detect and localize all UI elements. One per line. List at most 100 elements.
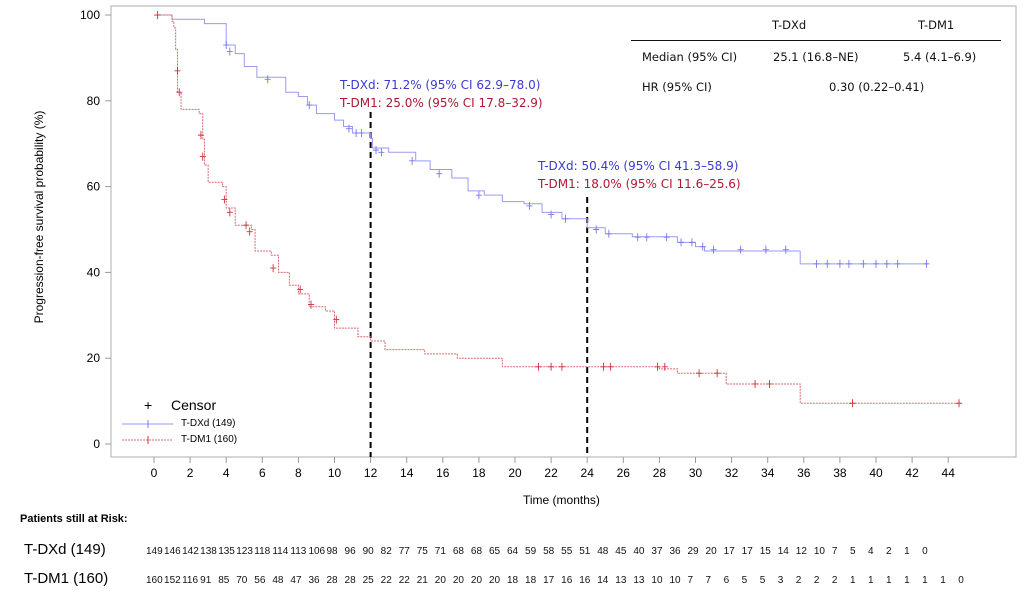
at-risk-value: 14 (597, 575, 609, 586)
censor-mark (197, 131, 204, 140)
censor-mark (782, 245, 789, 254)
at-risk-value: 160 (146, 575, 163, 586)
censor-mark (737, 245, 744, 254)
censor-mark (883, 259, 890, 268)
x-tick-label: 6 (259, 466, 266, 480)
at-risk-value: 10 (813, 546, 825, 557)
at-risk-value: 152 (164, 575, 181, 586)
x-tick-label: 44 (942, 466, 956, 480)
x-tick-label: 14 (400, 466, 414, 480)
censor-mark (526, 201, 533, 210)
at-risk-value: 10 (651, 575, 663, 586)
at-risk-value: 1 (849, 575, 856, 586)
censor-mark (762, 245, 769, 254)
censor-mark (174, 66, 181, 75)
summary-rule (631, 40, 1001, 41)
censor-mark (333, 315, 340, 324)
at-risk-value: 36 (669, 546, 681, 557)
at-risk-value: 48 (597, 546, 609, 557)
at-risk-value: 59 (525, 546, 537, 557)
y-tick-label: 60 (87, 180, 101, 194)
censor-mark (373, 146, 380, 155)
at-risk-value: 22 (380, 575, 392, 586)
censor-mark (593, 225, 600, 234)
at-risk-value: 7 (705, 575, 712, 586)
censor-mark (226, 208, 233, 217)
x-tick-label: 22 (544, 466, 558, 480)
censor-mark (688, 238, 695, 247)
censor-mark (154, 11, 161, 19)
at-risk-value: 17 (741, 546, 753, 557)
landmark-12-dxd: T-DXd: 71.2% (95% CI 62.9–78.0) (340, 78, 541, 92)
censor-mark (873, 259, 879, 268)
censor-mark (634, 233, 641, 242)
y-tick-label: 20 (87, 351, 101, 365)
censor-mark (699, 242, 706, 251)
at-risk-value: 18 (507, 575, 519, 586)
at-risk-title: Patients still at Risk: (20, 513, 128, 525)
summary-header-dxd: T-DXd (772, 18, 807, 32)
at-risk-value: 146 (164, 546, 181, 557)
censor-mark (308, 300, 315, 309)
at-risk-value: 91 (200, 575, 212, 586)
legend-censor-symbol: + (144, 397, 153, 413)
landmark-12-dm1: T-DM1: 25.0% (95% CI 17.8–32.9) (340, 96, 543, 110)
censor-mark (849, 399, 856, 408)
x-tick-label: 24 (581, 466, 595, 480)
censor-mark (923, 259, 930, 268)
censor-mark (353, 128, 360, 137)
y-axis-label: Progression-free survival probability (%… (32, 110, 46, 324)
at-risk-value: 96 (344, 546, 356, 557)
at-risk-value: 48 (272, 575, 284, 586)
y-tick-label: 80 (87, 94, 101, 108)
at-risk-value: 2 (886, 546, 892, 557)
at-risk-value: 4 (868, 546, 874, 557)
at-risk-value: 45 (615, 546, 627, 557)
censor-mark (845, 259, 852, 268)
x-tick-label: 4 (223, 466, 230, 480)
at-risk-value: 2 (795, 575, 802, 586)
at-risk-value: 5 (759, 575, 766, 586)
censor-mark (894, 259, 901, 268)
x-tick-label: 8 (295, 466, 302, 480)
at-risk-value: 1 (940, 575, 946, 586)
censor-mark (176, 88, 183, 97)
at-risk-value: 17 (543, 575, 555, 586)
at-risk-value: 123 (236, 546, 253, 557)
at-risk-value: 1 (922, 575, 928, 586)
censor-mark (535, 362, 542, 371)
at-risk-value: 37 (651, 546, 663, 557)
x-tick-label: 36 (797, 466, 811, 480)
censor-mark (752, 379, 759, 388)
at-risk-value: 1 (886, 575, 892, 586)
at-risk-value: 98 (326, 546, 338, 557)
censor-mark (696, 369, 703, 378)
censor-mark (378, 148, 385, 157)
at-risk-value: 1 (904, 575, 910, 586)
y-tick-label: 100 (80, 8, 100, 22)
at-risk-value: 58 (543, 546, 555, 557)
y-tick-label: 40 (87, 265, 101, 279)
legend-dm1-label: T-DM1 (160) (181, 434, 238, 445)
at-risk-value: 28 (326, 575, 338, 586)
at-risk-value: 138 (200, 546, 217, 557)
at-risk-value: 13 (615, 575, 627, 586)
censor-mark (654, 362, 661, 371)
at-risk-value: 1 (904, 546, 910, 557)
hr-label: HR (95% CI) (642, 80, 712, 94)
at-risk-value: 13 (633, 575, 645, 586)
at-risk-row-label-dm1: T-DM1 (160) (24, 570, 109, 587)
at-risk-value: 68 (470, 546, 483, 557)
x-tick-label: 26 (617, 466, 631, 480)
at-risk-value: 16 (561, 575, 573, 586)
censor-mark (223, 41, 230, 50)
at-risk-value: 55 (561, 546, 573, 557)
median-dxd: 25.1 (16.8–NE) (773, 50, 859, 64)
censor-mark (475, 191, 482, 200)
at-risk-value: 20 (434, 575, 446, 586)
median-label: Median (95% CI) (642, 50, 738, 64)
at-risk-value: 75 (416, 546, 428, 557)
censor-mark (600, 362, 607, 371)
at-risk-value: 77 (398, 546, 410, 557)
